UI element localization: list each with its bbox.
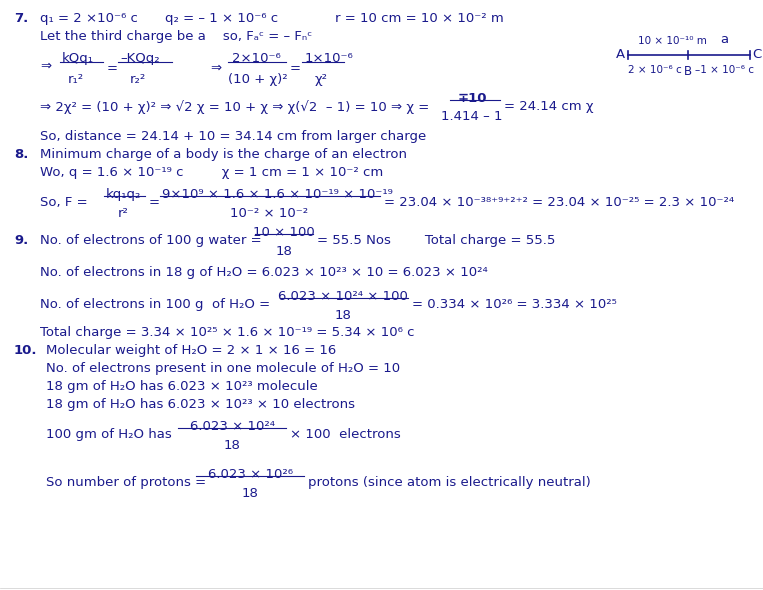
Text: Let the third charge be a    so, Fₐᶜ = – Fₙᶜ: Let the third charge be a so, Fₐᶜ = – Fₙ…: [40, 30, 312, 43]
Text: 6.023 × 10²⁴ × 100: 6.023 × 10²⁴ × 100: [278, 290, 408, 303]
Text: A: A: [616, 48, 625, 61]
Text: (10 + χ)²: (10 + χ)²: [228, 73, 288, 86]
Text: –KQq₂: –KQq₂: [120, 52, 159, 65]
Text: protons (since atom is electrically neutral): protons (since atom is electrically neut…: [308, 476, 591, 489]
Text: = 55.5 Nos        Total charge = 55.5: = 55.5 Nos Total charge = 55.5: [317, 234, 555, 247]
Text: =: =: [149, 196, 160, 209]
Text: Total charge = 3.34 × 10²⁵ × 1.6 × 10⁻¹⁹ = 5.34 × 10⁶ c: Total charge = 3.34 × 10²⁵ × 1.6 × 10⁻¹⁹…: [40, 326, 414, 339]
Text: r²: r²: [118, 207, 129, 220]
Text: 2 × 10⁻⁶ c: 2 × 10⁻⁶ c: [628, 65, 682, 75]
Text: 18: 18: [224, 439, 240, 452]
Text: ∓10: ∓10: [457, 92, 487, 105]
Text: No. of electrons present in one molecule of H₂O = 10: No. of electrons present in one molecule…: [46, 362, 400, 375]
Text: 18: 18: [275, 245, 292, 258]
Text: r = 10 cm = 10 × 10⁻² m: r = 10 cm = 10 × 10⁻² m: [335, 12, 504, 25]
Text: No. of electrons in 18 g of H₂O = 6.023 × 10²³ × 10 = 6.023 × 10²⁴: No. of electrons in 18 g of H₂O = 6.023 …: [40, 266, 488, 279]
Text: ⇒ 2χ² = (10 + χ)² ⇒ √2 χ = 10 + χ ⇒ χ(√2  – 1) = 10 ⇒ χ =: ⇒ 2χ² = (10 + χ)² ⇒ √2 χ = 10 + χ ⇒ χ(√2…: [40, 100, 430, 114]
Text: χ²: χ²: [315, 73, 328, 86]
Text: =: =: [290, 62, 301, 75]
Text: 9×10⁹ × 1.6 × 1.6 × 10⁻¹⁹ × 10⁻¹⁹: 9×10⁹ × 1.6 × 1.6 × 10⁻¹⁹ × 10⁻¹⁹: [162, 188, 393, 201]
Text: kQq₁: kQq₁: [62, 52, 94, 65]
Text: a: a: [720, 33, 728, 46]
Text: 10⁻² × 10⁻²: 10⁻² × 10⁻²: [230, 207, 308, 220]
Text: 10 × 100: 10 × 100: [253, 226, 315, 239]
Text: 8.: 8.: [14, 148, 28, 161]
Text: So, distance = 24.14 + 10 = 34.14 cm from larger charge: So, distance = 24.14 + 10 = 34.14 cm fro…: [40, 130, 427, 143]
Text: q₂ = – 1 × 10⁻⁶ c: q₂ = – 1 × 10⁻⁶ c: [165, 12, 278, 25]
Text: So number of protons =: So number of protons =: [46, 476, 206, 489]
Text: Minimum charge of a body is the charge of an electron: Minimum charge of a body is the charge o…: [40, 148, 407, 161]
Text: –1 × 10⁻⁶ c: –1 × 10⁻⁶ c: [695, 65, 754, 75]
Text: 1.414 – 1: 1.414 – 1: [441, 110, 503, 123]
Text: kq₁q₂: kq₁q₂: [106, 188, 141, 201]
Text: Wo, q = 1.6 × 10⁻¹⁹ c         χ = 1 cm = 1 × 10⁻² cm: Wo, q = 1.6 × 10⁻¹⁹ c χ = 1 cm = 1 × 10⁻…: [40, 166, 383, 179]
Text: Molecular weight of H₂O = 2 × 1 × 16 = 16: Molecular weight of H₂O = 2 × 1 × 16 = 1…: [46, 344, 336, 357]
Text: r₂²: r₂²: [130, 73, 146, 86]
Text: 2×10⁻⁶: 2×10⁻⁶: [232, 52, 281, 65]
Text: 18: 18: [242, 487, 259, 500]
Text: 100 gm of H₂O has: 100 gm of H₂O has: [46, 428, 172, 441]
Text: 1×10⁻⁶: 1×10⁻⁶: [305, 52, 354, 65]
Text: So, F =: So, F =: [40, 196, 88, 209]
Text: 6.023 × 10²⁶: 6.023 × 10²⁶: [208, 468, 292, 481]
Text: 10.: 10.: [14, 344, 37, 357]
Text: q₁ = 2 ×10⁻⁶ c: q₁ = 2 ×10⁻⁶ c: [40, 12, 138, 25]
Text: = 0.334 × 10²⁶ = 3.334 × 10²⁵: = 0.334 × 10²⁶ = 3.334 × 10²⁵: [412, 298, 617, 311]
Text: ⇒: ⇒: [40, 60, 51, 73]
Text: ⇒: ⇒: [210, 62, 221, 75]
Text: 9.: 9.: [14, 234, 28, 247]
Text: 18: 18: [334, 309, 352, 322]
Text: B: B: [684, 65, 692, 78]
Text: 18 gm of H₂O has 6.023 × 10²³ molecule: 18 gm of H₂O has 6.023 × 10²³ molecule: [46, 380, 317, 393]
Text: No. of electrons of 100 g water =: No. of electrons of 100 g water =: [40, 234, 262, 247]
Text: r₁²: r₁²: [68, 73, 84, 86]
Text: = 24.14 cm χ: = 24.14 cm χ: [504, 100, 594, 113]
Text: 6.023 × 10²⁴: 6.023 × 10²⁴: [189, 420, 275, 433]
Text: C: C: [752, 48, 761, 61]
Text: 18 gm of H₂O has 6.023 × 10²³ × 10 electrons: 18 gm of H₂O has 6.023 × 10²³ × 10 elect…: [46, 398, 355, 411]
Text: = 23.04 × 10⁻³⁸⁺⁹⁺²⁺² = 23.04 × 10⁻²⁵ = 2.3 × 10⁻²⁴: = 23.04 × 10⁻³⁸⁺⁹⁺²⁺² = 23.04 × 10⁻²⁵ = …: [384, 196, 734, 209]
Text: No. of electrons in 100 g  of H₂O =: No. of electrons in 100 g of H₂O =: [40, 298, 270, 311]
Text: =: =: [107, 62, 118, 75]
Text: 7.: 7.: [14, 12, 28, 25]
Text: 10 × 10⁻¹⁰ m: 10 × 10⁻¹⁰ m: [638, 36, 707, 46]
Text: × 100  electrons: × 100 electrons: [290, 428, 401, 441]
